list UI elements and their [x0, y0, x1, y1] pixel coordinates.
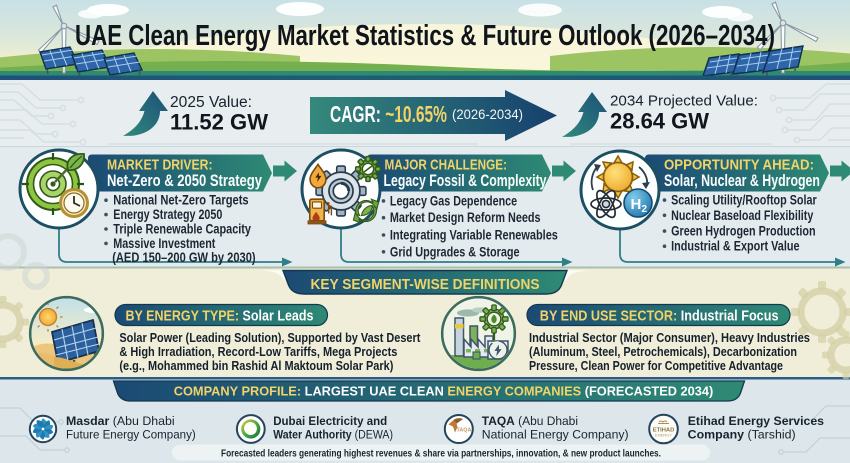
- svg-text:UAE Clean Energy Market Statis: UAE Clean Energy Market Statistics & Fut…: [75, 20, 775, 52]
- svg-text:Etihad Energy Services: Etihad Energy Services: [688, 414, 824, 428]
- svg-text:Future Energy Company): Future Energy Company): [66, 428, 196, 442]
- svg-text:Water Authority (DEWA): Water Authority (DEWA): [273, 428, 393, 442]
- svg-text:Massive Investment: Massive Investment: [113, 236, 216, 251]
- svg-text:ETIHAD: ETIHAD: [653, 428, 675, 434]
- svg-text:Forecasted leaders generating: Forecasted leaders generating highest re…: [221, 448, 661, 459]
- svg-text:(2026-2034): (2026-2034): [452, 107, 523, 122]
- svg-text:KEY SEGMENT-WISE DEFINITIONS: KEY SEGMENT-WISE DEFINITIONS: [311, 277, 540, 293]
- svg-text:OPPORTUNITY AHEAD:: OPPORTUNITY AHEAD:: [664, 157, 814, 174]
- svg-text:TAQA (Abu Dhabi: TAQA (Abu Dhabi: [482, 414, 578, 428]
- svg-text:Net-Zero & 2050 Strategy: Net-Zero & 2050 Strategy: [107, 172, 263, 190]
- svg-text:Energy Strategy 2050: Energy Strategy 2050: [113, 207, 222, 222]
- svg-text:Scaling Utility/Rooftop Solar: Scaling Utility/Rooftop Solar: [671, 193, 817, 208]
- svg-text:Masdar (Abu Dhabi: Masdar (Abu Dhabi: [66, 414, 175, 428]
- svg-text:Dubai Electricity and: Dubai Electricity and: [273, 414, 387, 428]
- svg-text:CAGR: ~10.65%: CAGR: ~10.65%: [330, 101, 447, 127]
- svg-text:2034 Projected Value:: 2034 Projected Value:: [610, 93, 758, 110]
- svg-text:(AED 150–200 GW by 2030): (AED 150–200 GW by 2030): [112, 250, 255, 265]
- svg-text:Grid Upgrades & Storage: Grid Upgrades & Storage: [390, 244, 520, 259]
- svg-text:Nuclear Baseload Flexibility: Nuclear Baseload Flexibility: [671, 208, 814, 223]
- svg-text:28.64 GW: 28.64 GW: [610, 109, 710, 134]
- svg-text:& High Irradiation, Record-Low: & High Irradiation, Record-Low Tariffs, …: [119, 344, 397, 359]
- svg-text:2025 Value:: 2025 Value:: [170, 94, 252, 111]
- svg-text:MAJOR CHALLENGE:: MAJOR CHALLENGE:: [385, 157, 508, 174]
- svg-text:National Energy Company): National Energy Company): [482, 428, 629, 442]
- svg-text:Integrating Variable Renewable: Integrating Variable Renewables: [390, 228, 558, 243]
- svg-text:BY ENERGY TYPE: Solar Leads: BY ENERGY TYPE: Solar Leads: [126, 308, 314, 324]
- svg-text:2: 2: [642, 204, 648, 215]
- svg-text:(Aluminum, Steel, Petrochemica: (Aluminum, Steel, Petrochemicals), Decar…: [529, 344, 797, 359]
- svg-text:Green Hydrogen Production: Green Hydrogen Production: [671, 224, 816, 239]
- svg-text:Legacy Gas Dependence: Legacy Gas Dependence: [390, 193, 518, 208]
- svg-text:BY END USE SECTOR: Industrial: BY END USE SECTOR: Industrial Focus: [540, 308, 779, 324]
- svg-text:ENERGY: ENERGY: [655, 433, 672, 438]
- svg-text:H: H: [631, 196, 642, 213]
- svg-text:Solar, Nuclear & Hydrogen: Solar, Nuclear & Hydrogen: [664, 172, 820, 190]
- svg-text:(e.g., Mohammed bin Rashid Al: (e.g., Mohammed bin Rashid Al Maktoum So…: [119, 358, 393, 373]
- svg-text:TAQA: TAQA: [457, 428, 472, 434]
- svg-text:Industrial Sector (Major Consu: Industrial Sector (Major Consumer), Heav…: [529, 330, 810, 345]
- svg-text:MARKET DRIVER:: MARKET DRIVER:: [107, 157, 213, 174]
- svg-text:Industrial & Export Value: Industrial & Export Value: [671, 239, 800, 254]
- svg-text:11.52 GW: 11.52 GW: [170, 110, 269, 135]
- svg-text:Legacy Fossil & Complexity: Legacy Fossil & Complexity: [384, 172, 548, 190]
- svg-text:Pressure, Clean Power for Comp: Pressure, Clean Power for Competitive Ad…: [529, 358, 783, 373]
- svg-text:Triple Renewable Capacity: Triple Renewable Capacity: [113, 222, 251, 237]
- svg-text:Solar Power (Leading Solution): Solar Power (Leading Solution), Supporte…: [119, 330, 421, 345]
- svg-text:Company (Tarshid): Company (Tarshid): [688, 428, 796, 442]
- svg-text:Market Design Reform Needs: Market Design Reform Needs: [390, 210, 541, 225]
- svg-text:National Net-Zero Targets: National Net-Zero Targets: [113, 193, 248, 208]
- svg-text:COMPANY PROFILE: LARGEST UAE C: COMPANY PROFILE: LARGEST UAE CLEAN ENERG…: [174, 385, 714, 399]
